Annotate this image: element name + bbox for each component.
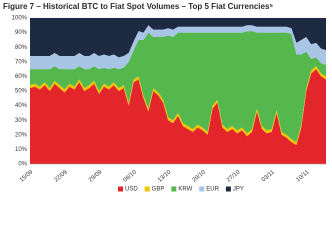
x-tick-label: 06/10 [122, 169, 138, 184]
legend-swatch [144, 186, 150, 192]
area [30, 18, 326, 58]
legend-swatch [118, 186, 123, 192]
legend-label: USD [125, 187, 138, 193]
y-tick-label: 0% [18, 162, 27, 168]
x-tick-label: 10/11 [295, 169, 311, 183]
legend-label: KRW [178, 187, 192, 193]
legend-swatch [199, 186, 205, 192]
y-tick-label: 20% [15, 132, 28, 138]
legend-label: GBP [152, 187, 165, 193]
x-tick-label: 15/09 [19, 169, 35, 184]
area [30, 31, 326, 143]
x-tick-label: 29/09 [88, 169, 104, 184]
chart: Figure 7 – Historical BTC to Fiat Spot V… [3, 2, 326, 193]
x-tick-label: 03/11 [261, 169, 277, 183]
y-tick-label: 80% [15, 45, 28, 51]
area [30, 25, 326, 70]
x-tick-label: 20/10 [192, 169, 208, 184]
legend-swatch [171, 186, 177, 192]
y-tick-label: 40% [15, 103, 28, 109]
y-tick-label: 90% [15, 30, 28, 36]
x-tick-label: 13/10 [157, 169, 173, 184]
x-tick-label: 27/10 [226, 169, 242, 184]
legend-label: JPY [233, 187, 244, 193]
area [30, 66, 326, 146]
y-tick-label: 70% [15, 59, 28, 65]
y-tick-label: 100% [12, 16, 28, 22]
x-tick-label: 22/09 [53, 169, 69, 184]
legend-swatch [225, 186, 231, 192]
chart-title: Figure 7 – Historical BTC to Fiat Spot V… [3, 2, 273, 11]
y-tick-label: 10% [15, 147, 28, 153]
y-tick-label: 60% [15, 74, 28, 80]
y-tick-label: 30% [15, 118, 28, 124]
y-tick-label: 50% [15, 89, 28, 95]
area [30, 69, 326, 164]
legend-label: EUR [206, 187, 219, 193]
